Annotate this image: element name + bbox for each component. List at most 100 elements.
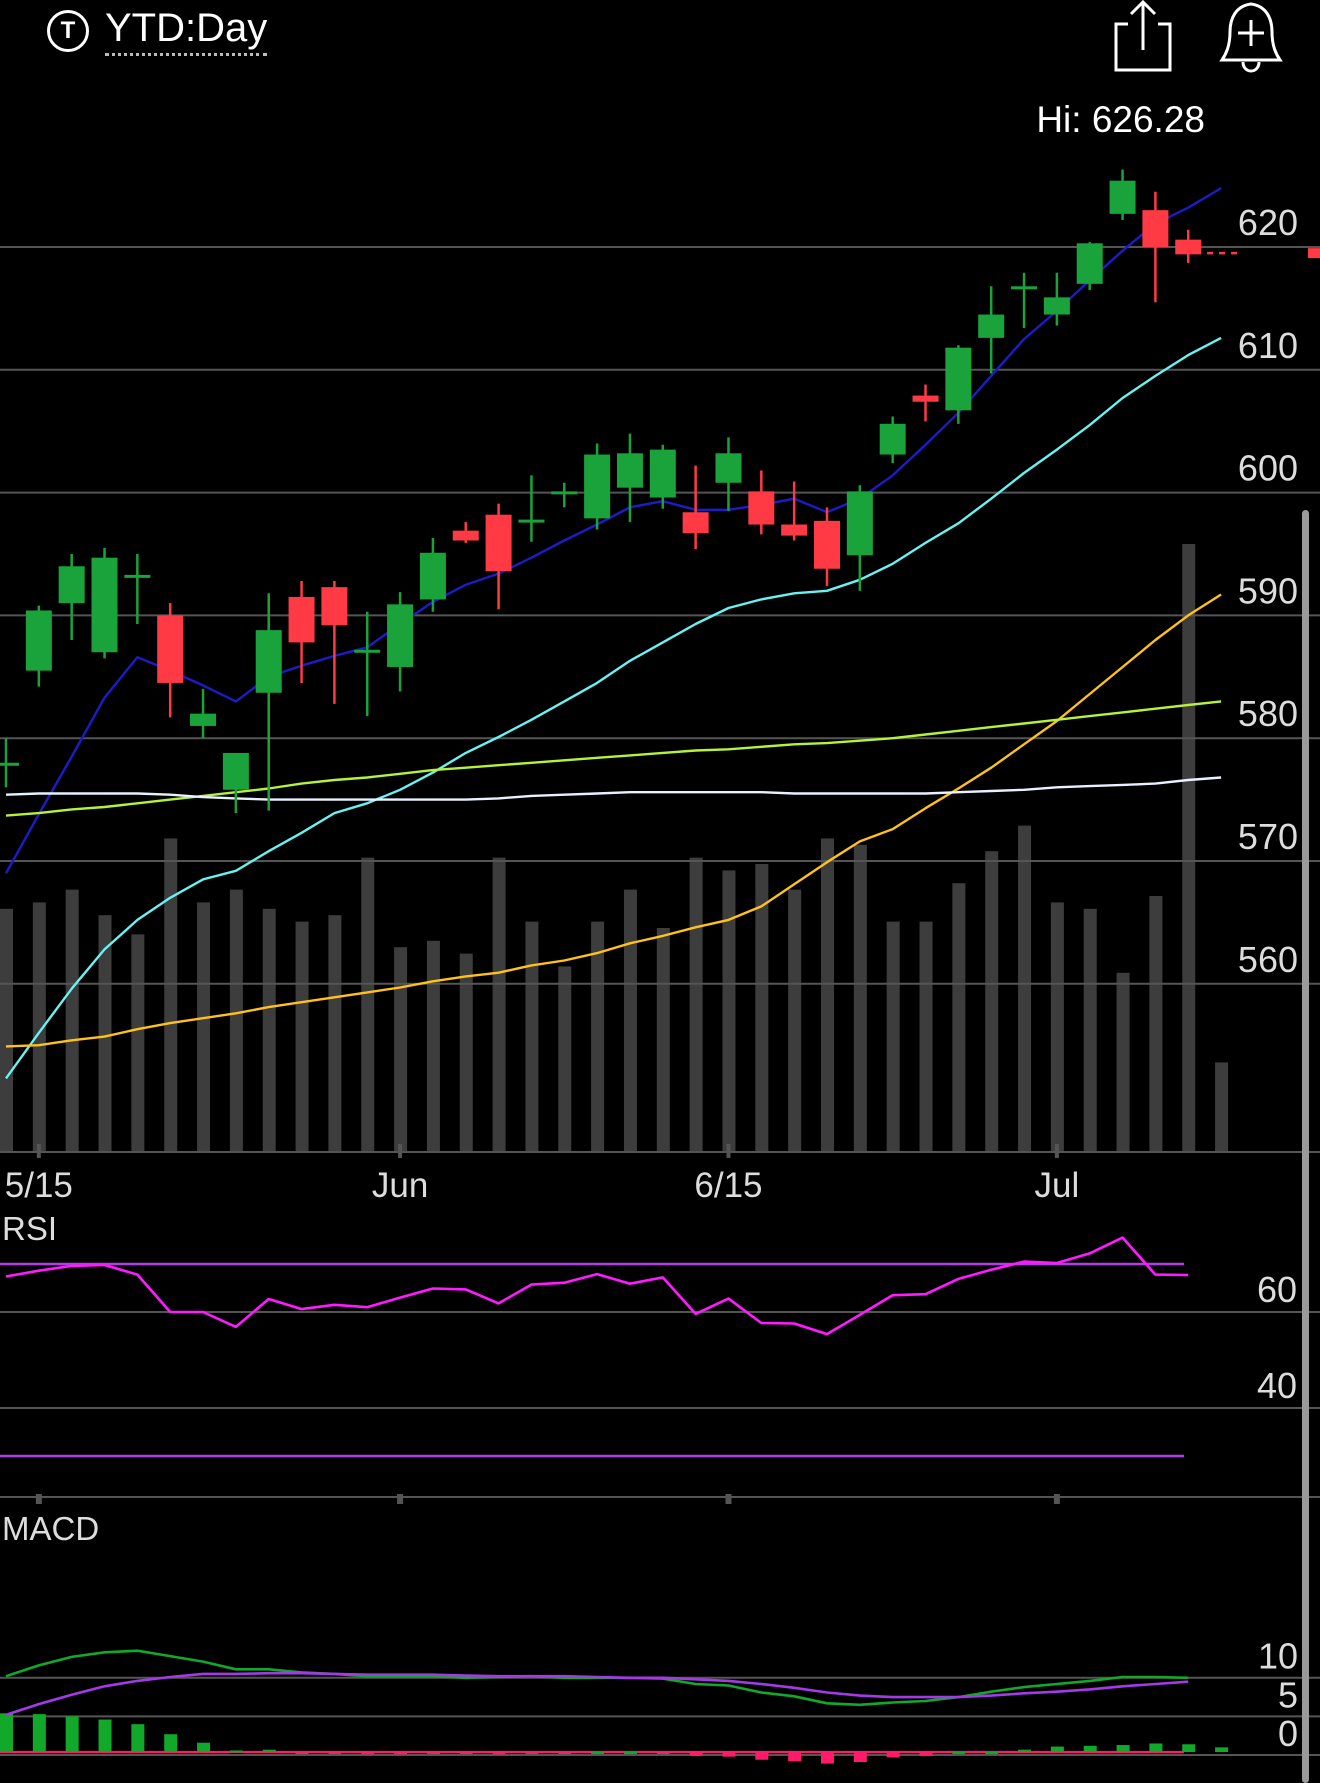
- candle-body[interactable]: [1043, 297, 1070, 315]
- macd-histogram-bar: [295, 1752, 309, 1754]
- volume-bar: [98, 915, 112, 1152]
- price-tick-label: 580: [1238, 693, 1298, 734]
- candle-body[interactable]: [1011, 286, 1038, 290]
- volume-bar: [919, 921, 933, 1152]
- share-button[interactable]: [1112, 0, 1174, 74]
- candle-body[interactable]: [945, 347, 972, 411]
- candle-body[interactable]: [879, 423, 906, 455]
- macd-histogram-bar: [492, 1752, 506, 1755]
- volume-bar: [1083, 908, 1097, 1152]
- volume-bar: [164, 838, 178, 1152]
- ma-line-ma8: [4, 187, 1222, 874]
- period-selector[interactable]: YTD:Day: [105, 6, 268, 56]
- candle-body[interactable]: [616, 453, 643, 488]
- macd-histogram-bar: [656, 1752, 670, 1754]
- macd-histogram-bar: [0, 1713, 13, 1752]
- volume-bar: [886, 921, 900, 1152]
- volume-bar: [985, 851, 999, 1152]
- candle-body[interactable]: [321, 587, 348, 626]
- price-tick-label: 600: [1238, 448, 1298, 489]
- candle-body[interactable]: [682, 512, 709, 534]
- macd-histogram-bar: [853, 1752, 867, 1763]
- macd-histogram-bar: [919, 1752, 933, 1756]
- volume-bar: [262, 908, 276, 1152]
- candle-body[interactable]: [781, 524, 808, 536]
- candle-body[interactable]: [255, 630, 282, 693]
- macd-tick-label: 10: [1258, 1636, 1298, 1677]
- candle-body[interactable]: [190, 713, 217, 726]
- volume-bar: [1018, 825, 1032, 1152]
- candle-body[interactable]: [0, 762, 19, 766]
- rsi-tick-label: 60: [1257, 1269, 1297, 1310]
- macd-histogram-bar: [755, 1752, 769, 1760]
- candle-body[interactable]: [58, 566, 85, 604]
- volume-bar: [952, 883, 966, 1152]
- volume-bar: [197, 902, 211, 1152]
- candle-body[interactable]: [846, 491, 873, 556]
- candle-body[interactable]: [124, 574, 151, 578]
- x-tick-label: Jul: [1035, 1166, 1080, 1205]
- volume-bar: [788, 889, 802, 1152]
- macd-tick-label: 5: [1278, 1674, 1298, 1715]
- volume-bar: [525, 921, 539, 1152]
- candle-body[interactable]: [1109, 180, 1136, 214]
- price-tick-label: 560: [1238, 939, 1298, 980]
- last-price-marker: [1308, 248, 1320, 259]
- macd-histogram-bar: [1050, 1746, 1064, 1752]
- volume-bar: [492, 857, 506, 1152]
- volume-bar: [853, 844, 867, 1152]
- candle-body[interactable]: [649, 449, 676, 498]
- candle-body[interactable]: [748, 491, 775, 525]
- volume-bar: [591, 921, 605, 1152]
- candle-body[interactable]: [419, 552, 446, 600]
- vertical-scrollbar[interactable]: [1302, 510, 1309, 1783]
- candle-body[interactable]: [387, 604, 414, 667]
- candle-body[interactable]: [91, 557, 118, 653]
- macd-title: MACD: [2, 1510, 99, 1547]
- macd-histogram-bar: [65, 1716, 79, 1752]
- rsi-line: [5, 1236, 1189, 1336]
- candle-body[interactable]: [452, 530, 479, 541]
- candle-body[interactable]: [912, 395, 939, 402]
- volume-bar: [623, 889, 637, 1152]
- volume-bar: [459, 953, 473, 1152]
- candle-body[interactable]: [584, 454, 611, 519]
- macd-histogram-bar: [1182, 1744, 1196, 1752]
- candle-body[interactable]: [715, 453, 742, 483]
- candle-body[interactable]: [1175, 239, 1202, 255]
- add-alert-button[interactable]: [1218, 0, 1284, 74]
- candle-body[interactable]: [1142, 210, 1169, 247]
- candle-body[interactable]: [978, 314, 1005, 338]
- candle-body[interactable]: [222, 752, 249, 790]
- ma-line-ma200: [5, 776, 1222, 801]
- volume-bar: [426, 940, 440, 1152]
- candle-body[interactable]: [814, 520, 840, 569]
- candle-body[interactable]: [1076, 243, 1103, 284]
- macd-histogram-bar: [788, 1752, 802, 1762]
- macd-histogram-bar: [985, 1752, 999, 1754]
- macd-histogram-bar: [886, 1752, 900, 1758]
- price-tick-label: 590: [1238, 570, 1298, 611]
- candle-body[interactable]: [551, 491, 578, 495]
- volume-bar: [394, 947, 408, 1152]
- macd-histogram-bar: [1083, 1745, 1097, 1752]
- candle-body[interactable]: [288, 596, 315, 643]
- candle-body[interactable]: [157, 615, 184, 683]
- volume-bar: [328, 915, 342, 1152]
- ticker-badge-icon[interactable]: T: [47, 10, 89, 52]
- volume-bar: [755, 864, 769, 1152]
- candle-body[interactable]: [518, 519, 545, 523]
- macd-histogram-bar: [1018, 1749, 1032, 1752]
- macd-histogram-bar: [1149, 1743, 1163, 1752]
- ma-line-ma50: [5, 593, 1222, 1048]
- high-price-label: Hi: 626.28: [1036, 99, 1205, 140]
- volume-bar: [1116, 972, 1130, 1152]
- macd-histogram-bar: [689, 1752, 703, 1756]
- candle-body[interactable]: [25, 610, 52, 671]
- volume-bar: [65, 889, 79, 1152]
- candle-body[interactable]: [354, 649, 381, 653]
- macd-histogram-bar: [1116, 1745, 1130, 1752]
- macd-tick-label: 0: [1278, 1713, 1298, 1754]
- candle-body[interactable]: [485, 514, 512, 572]
